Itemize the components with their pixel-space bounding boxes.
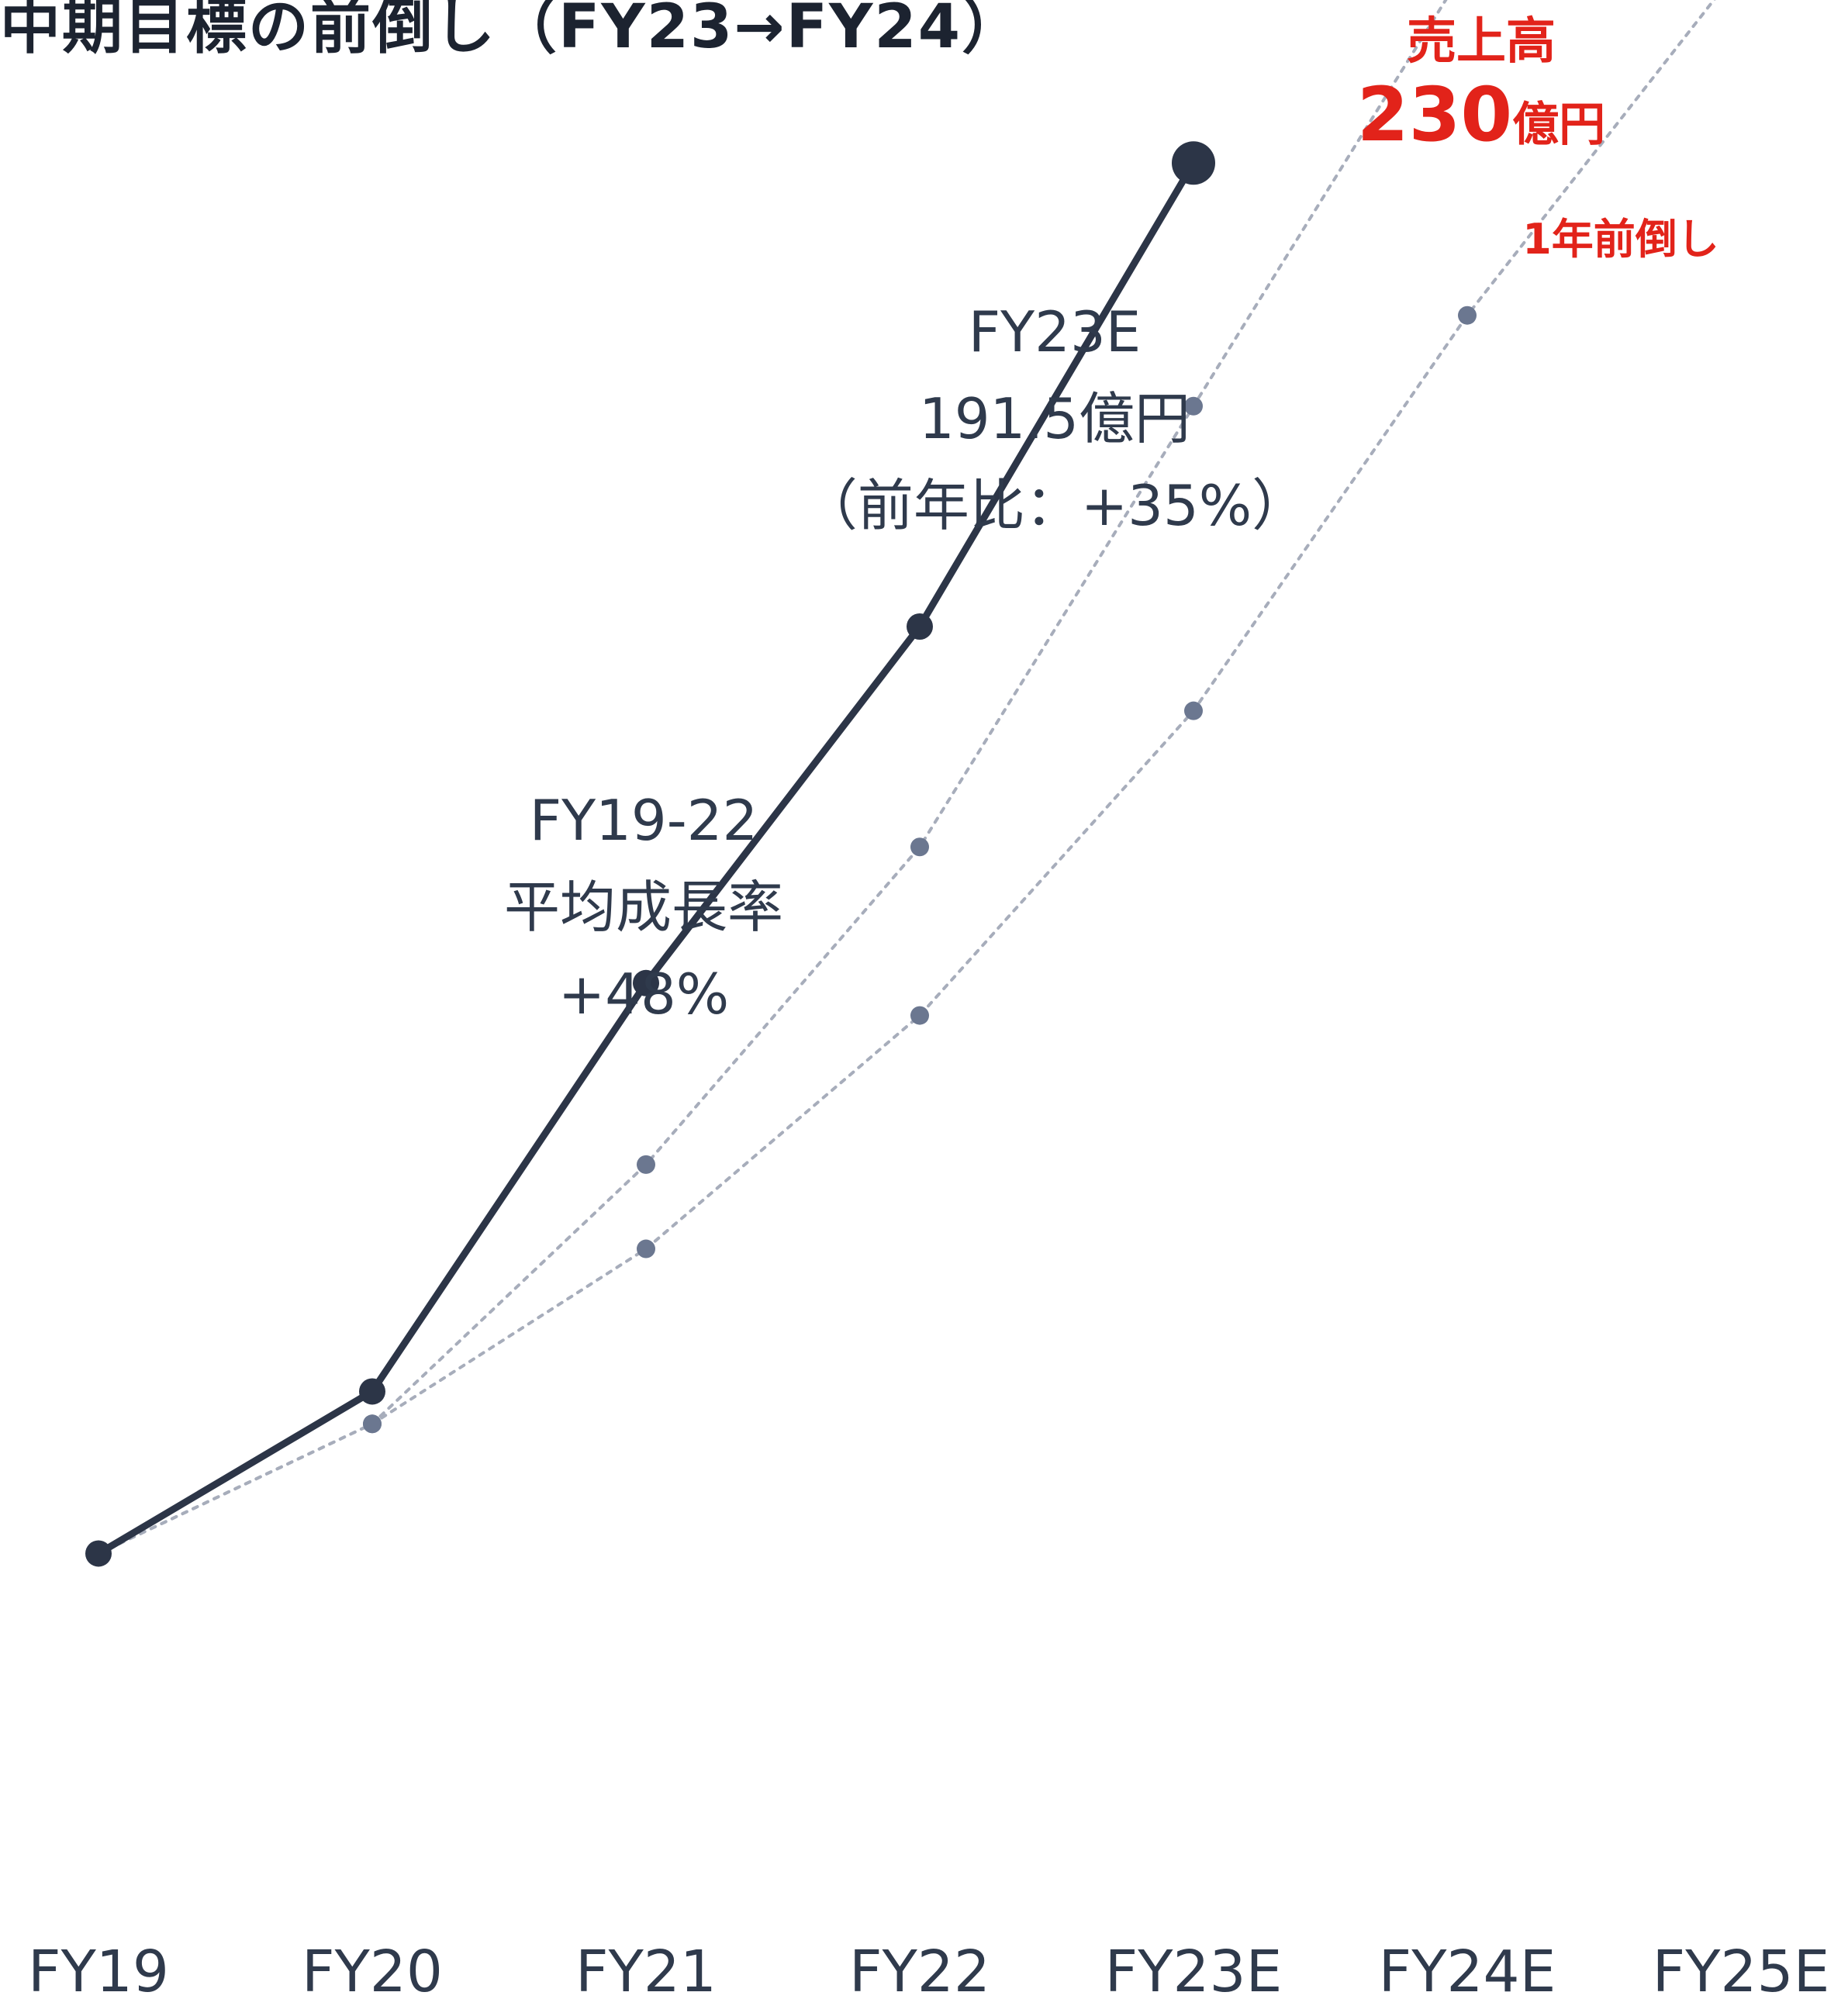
data-point-plan-upper-FY22 <box>910 837 929 857</box>
x-tick-label-FY22: FY22 <box>849 1939 990 2005</box>
fy23e-annotation-growth: （前年比：+35%） <box>801 473 1308 538</box>
target-annotation: 売上高 230億円 <box>1272 17 1691 152</box>
data-point-plan-lower-FY23E <box>1184 701 1203 720</box>
target-annotation-value: 230 <box>1356 71 1513 158</box>
data-point-actual-FY19 <box>85 1540 112 1567</box>
target-annotation-label: 売上高 <box>1407 13 1556 71</box>
page-title: 中期目標の前倒し（FY23→FY24） <box>0 0 1024 62</box>
data-point-actual-FY22 <box>907 613 933 640</box>
fy23e-annotation: FY23E 191.5億円 （前年比：+35%） <box>799 304 1311 533</box>
x-tick-label-FY20: FY20 <box>302 1939 443 2005</box>
data-point-plan-upper-FY23E <box>1184 396 1203 416</box>
x-tick-label-FY21: FY21 <box>575 1939 717 2005</box>
data-point-plan-lower-FY22 <box>910 1006 929 1025</box>
target-annotation-unit: 億円 <box>1512 98 1606 152</box>
cagr-annotation-value: +48% <box>558 962 730 1027</box>
target-annotation-value-row: 230億円 <box>1272 78 1691 152</box>
data-point-plan-lower-FY20 <box>363 1414 382 1434</box>
x-tick-label-FY25E: FY25E <box>1653 1939 1830 2005</box>
data-point-plan-upper-FY21 <box>637 1155 655 1174</box>
cagr-annotation: FY19-22 平均成長率 +48% <box>434 792 853 1022</box>
cagr-annotation-period: FY19-22 <box>529 788 758 853</box>
pullforward-annotation: 1年前倒し <box>1522 215 1719 264</box>
fy23e-annotation-label: FY23E <box>968 299 1142 364</box>
data-point-actual-FY20 <box>359 1378 385 1405</box>
x-tick-label-FY19: FY19 <box>28 1939 169 2005</box>
data-point-plan-lower-FY24E <box>1458 306 1477 325</box>
fy23e-annotation-value: 191.5億円 <box>918 386 1191 451</box>
series-line-plan-upper <box>97 0 1448 1555</box>
cagr-annotation-label: 平均成長率 <box>503 875 783 940</box>
x-tick-label-FY24E: FY24E <box>1379 1939 1556 2005</box>
data-point-actual-FY21 <box>633 969 659 996</box>
x-tick-label-FY23E: FY23E <box>1105 1939 1283 2005</box>
data-point-plan-lower-FY21 <box>637 1239 655 1258</box>
data-point-actual-FY23E <box>1172 141 1215 185</box>
